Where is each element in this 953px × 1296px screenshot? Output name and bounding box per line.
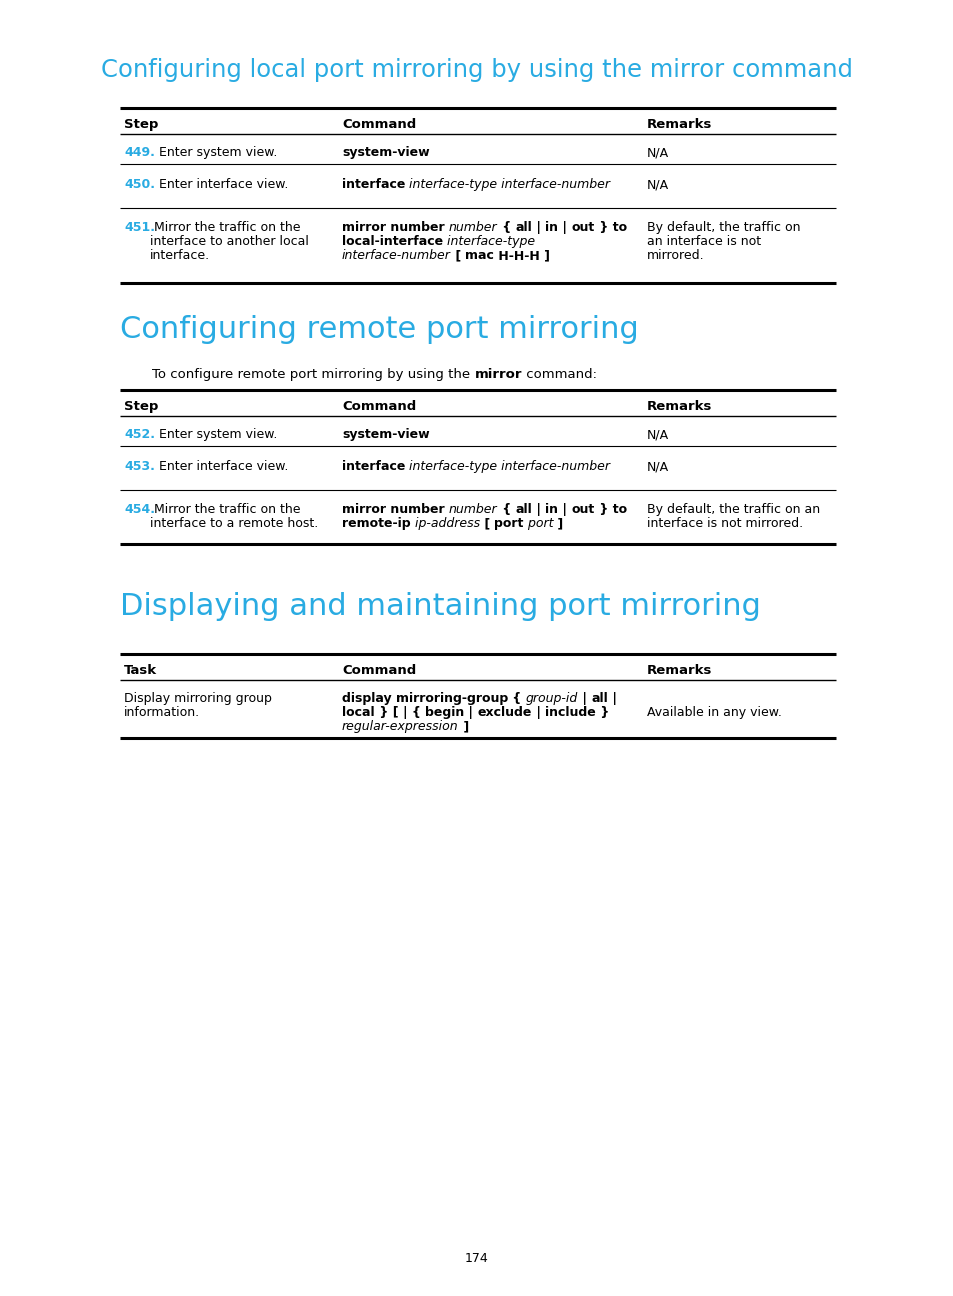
Text: H-H-H ]: H-H-H ]	[494, 249, 550, 262]
Text: |: |	[464, 706, 477, 719]
Text: Task: Task	[124, 664, 157, 677]
Text: Displaying and maintaining port mirroring: Displaying and maintaining port mirrorin…	[120, 592, 760, 621]
Text: Enter interface view.: Enter interface view.	[154, 178, 288, 191]
Text: Enter system view.: Enter system view.	[154, 146, 277, 159]
Text: 449.: 449.	[124, 146, 154, 159]
Text: {: {	[497, 222, 515, 235]
Text: Remarks: Remarks	[646, 118, 712, 131]
Text: N/A: N/A	[646, 178, 668, 191]
Text: By default, the traffic on an: By default, the traffic on an	[646, 503, 820, 516]
Text: Enter interface view.: Enter interface view.	[154, 460, 288, 473]
Text: interface-type interface-number: interface-type interface-number	[405, 178, 610, 191]
Text: Command: Command	[341, 400, 416, 413]
Text: remote-ip: remote-ip	[341, 517, 410, 530]
Text: mirror number: mirror number	[341, 222, 449, 235]
Text: |: |	[532, 503, 545, 516]
Text: all: all	[515, 222, 532, 235]
Text: N/A: N/A	[646, 460, 668, 473]
Text: Configuring local port mirroring by using the mirror command: Configuring local port mirroring by usin…	[101, 58, 852, 82]
Text: interface-type: interface-type	[442, 235, 535, 248]
Text: |: |	[578, 692, 591, 705]
Text: include: include	[545, 706, 596, 719]
Text: |: |	[558, 503, 571, 516]
Text: begin: begin	[424, 706, 464, 719]
Text: in: in	[545, 222, 558, 235]
Text: mirror number: mirror number	[341, 503, 449, 516]
Text: system-view: system-view	[341, 146, 429, 159]
Text: interface.: interface.	[150, 249, 210, 262]
Text: mirror: mirror	[474, 368, 521, 381]
Text: system-view: system-view	[341, 428, 429, 441]
Text: command:: command:	[521, 368, 597, 381]
Text: port: port	[494, 517, 523, 530]
Text: Available in any view.: Available in any view.	[646, 706, 781, 719]
Text: To configure remote port mirroring by using the: To configure remote port mirroring by us…	[152, 368, 474, 381]
Text: }: }	[596, 706, 609, 719]
Text: all: all	[515, 503, 532, 516]
Text: interface: interface	[341, 460, 405, 473]
Text: Remarks: Remarks	[646, 400, 712, 413]
Text: } to: } to	[595, 503, 626, 516]
Text: 450.: 450.	[124, 178, 154, 191]
Text: interface: interface	[341, 178, 405, 191]
Text: Enter system view.: Enter system view.	[154, 428, 277, 441]
Text: 451.: 451.	[124, 222, 154, 235]
Text: interface-type interface-number: interface-type interface-number	[405, 460, 610, 473]
Text: ]: ]	[458, 721, 468, 734]
Text: [: [	[479, 517, 494, 530]
Text: group-id: group-id	[525, 692, 578, 705]
Text: interface-number: interface-number	[341, 249, 451, 262]
Text: |: |	[532, 222, 545, 235]
Text: interface to another local: interface to another local	[150, 235, 309, 248]
Text: } to: } to	[595, 222, 626, 235]
Text: Mirror the traffic on the: Mirror the traffic on the	[150, 222, 300, 235]
Text: Step: Step	[124, 400, 158, 413]
Text: Remarks: Remarks	[646, 664, 712, 677]
Text: mirrored.: mirrored.	[646, 249, 704, 262]
Text: ip-address: ip-address	[410, 517, 479, 530]
Text: interface to a remote host.: interface to a remote host.	[150, 517, 318, 530]
Text: information.: information.	[124, 706, 200, 719]
Text: N/A: N/A	[646, 146, 668, 159]
Text: {: {	[497, 503, 515, 516]
Text: 452.: 452.	[124, 428, 154, 441]
Text: {: {	[508, 692, 525, 705]
Text: 174: 174	[465, 1252, 488, 1265]
Text: in: in	[545, 503, 558, 516]
Text: |: |	[608, 692, 617, 705]
Text: all: all	[591, 692, 608, 705]
Text: local-interface: local-interface	[341, 235, 442, 248]
Text: local: local	[341, 706, 375, 719]
Text: display mirroring-group: display mirroring-group	[341, 692, 508, 705]
Text: number: number	[449, 222, 497, 235]
Text: 453.: 453.	[124, 460, 154, 473]
Text: } [ | {: } [ | {	[375, 706, 424, 719]
Text: By default, the traffic on: By default, the traffic on	[646, 222, 800, 235]
Text: port: port	[523, 517, 553, 530]
Text: mac: mac	[465, 249, 494, 262]
Text: Mirror the traffic on the: Mirror the traffic on the	[150, 503, 300, 516]
Text: N/A: N/A	[646, 428, 668, 441]
Text: Command: Command	[341, 664, 416, 677]
Text: number: number	[449, 503, 497, 516]
Text: out: out	[571, 503, 595, 516]
Text: |: |	[532, 706, 545, 719]
Text: regular-expression: regular-expression	[341, 721, 458, 734]
Text: interface is not mirrored.: interface is not mirrored.	[646, 517, 802, 530]
Text: Display mirroring group: Display mirroring group	[124, 692, 272, 705]
Text: Configuring remote port mirroring: Configuring remote port mirroring	[120, 315, 639, 343]
Text: Command: Command	[341, 118, 416, 131]
Text: Step: Step	[124, 118, 158, 131]
Text: |: |	[558, 222, 571, 235]
Text: [: [	[451, 249, 465, 262]
Text: exclude: exclude	[477, 706, 532, 719]
Text: out: out	[571, 222, 595, 235]
Text: an interface is not: an interface is not	[646, 235, 760, 248]
Text: ]: ]	[553, 517, 563, 530]
Text: 454.: 454.	[124, 503, 154, 516]
